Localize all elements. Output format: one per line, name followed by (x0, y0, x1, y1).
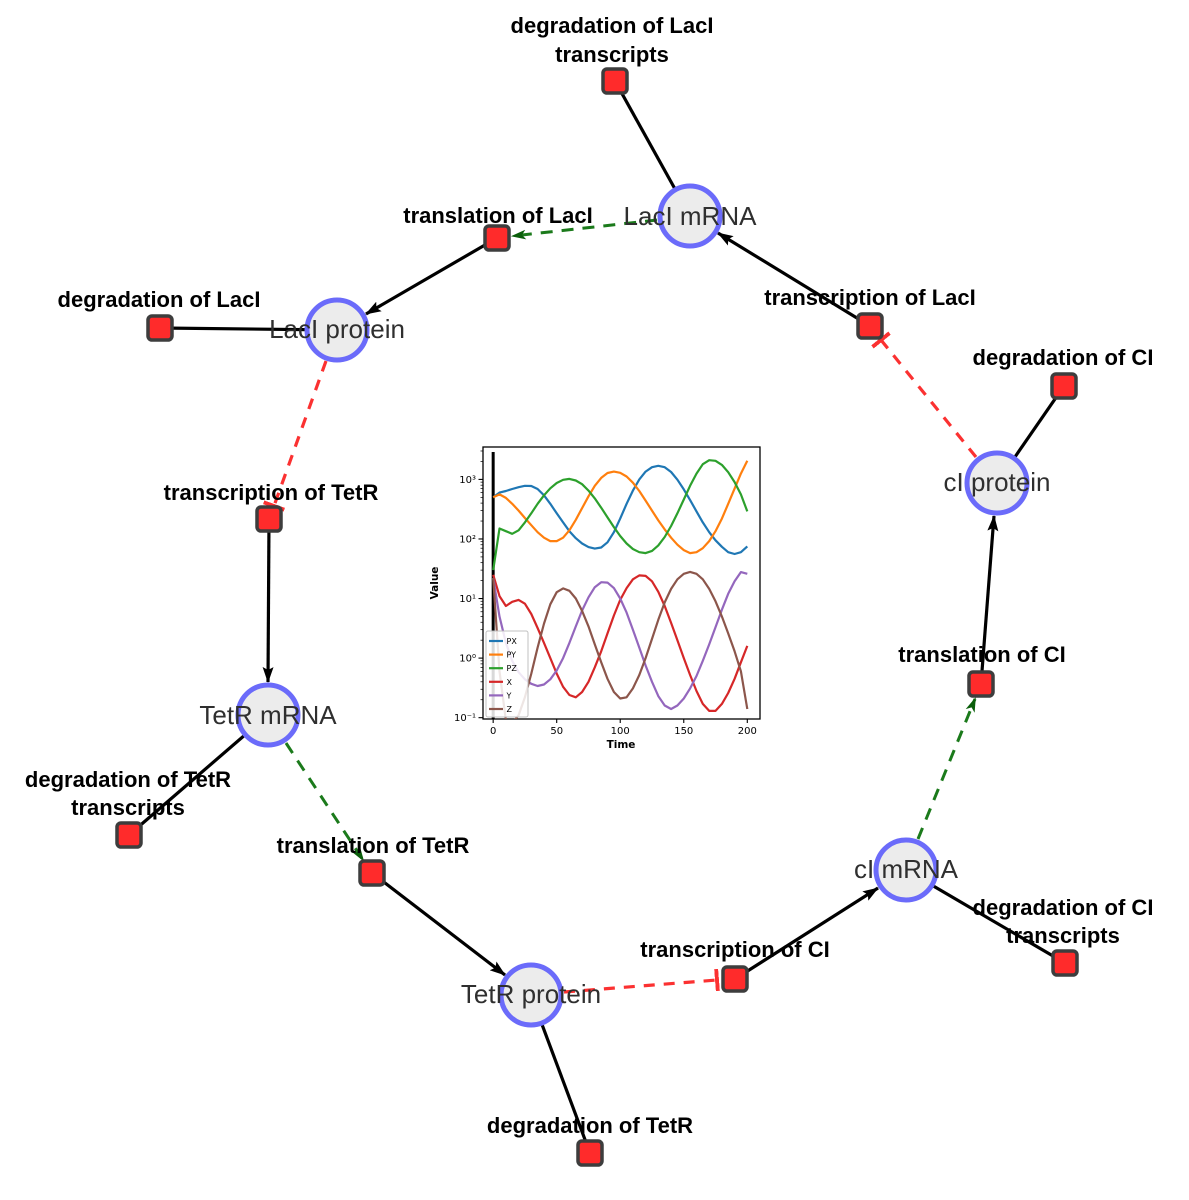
label-reaction-translation-laci: translation of LacI (403, 203, 592, 228)
chart-series-py-line (492, 460, 749, 555)
edge-translation-ci-to-ciprotein (979, 515, 999, 685)
reaction-node-degradation-tetr[interactable] (576, 1139, 604, 1167)
reaction-node-degradation-laci-transcripts[interactable] (601, 67, 629, 95)
edge-transcription-ci-to-cimrna (734, 886, 879, 981)
chart-legend-label-x: X (507, 678, 513, 687)
edge-cimrna-to-translation-ci (916, 697, 977, 840)
edge-laciprotein-inhibits-transcription-tetr (262, 360, 328, 512)
edge-transcription-tetr-to-tetrmrna (262, 518, 274, 683)
label-species-laci-protein: LacI protein (269, 314, 405, 344)
label-reaction-degradation-tetr: degradation of TetR (487, 1113, 693, 1138)
label-reaction-degradation-tetr-transcripts-2: transcripts (71, 795, 185, 820)
edge-translation-laci-to-laciprotein (365, 236, 498, 316)
species-node-tetr-protein[interactable] (498, 962, 564, 1028)
chart-y-tick-label: 10³ (459, 475, 476, 486)
chart-series-px-line (492, 464, 749, 556)
reaction-node-transcription-tetr[interactable] (255, 505, 283, 533)
time-series-inset-chart: Time Value 0 50 100 150 200 10⁻¹ 10⁰ 10¹ 10² 10³ P… (429, 446, 761, 751)
species-node-ci-protein[interactable] (964, 450, 1030, 516)
edge-translation-tetr-to-tetrprotein (371, 871, 506, 977)
reaction-node-layer (115, 67, 1079, 1167)
chart-x-tick-label: 200 (738, 726, 757, 737)
reaction-node-translation-tetr[interactable] (358, 859, 386, 887)
label-reaction-translation-tetr: translation of TetR (277, 833, 470, 858)
chart-legend-label-px: PX (507, 637, 518, 646)
species-node-layer (235, 183, 1030, 1028)
label-reaction-degradation-ci: degradation of CI (973, 345, 1154, 370)
chart-y-axis-label: Value (429, 567, 441, 600)
label-species-ci-mrna: cI mRNA (854, 854, 959, 884)
species-node-ci-mrna[interactable] (873, 837, 939, 903)
label-reaction-transcription-tetr: transcription of TetR (164, 480, 379, 505)
reaction-node-degradation-ci[interactable] (1050, 372, 1078, 400)
chart-y-tick-label: 10² (459, 534, 476, 545)
chart-y-tick-label: 10¹ (459, 594, 476, 605)
label-reaction-degradation-laci-transcripts-1: degradation of LacI (511, 13, 714, 38)
chart-x-tick-label: 0 (490, 726, 496, 737)
label-reaction-degradation-laci: degradation of LacI (58, 287, 261, 312)
chart-series-pz-line (492, 459, 749, 571)
label-reaction-transcription-laci: transcription of LacI (764, 285, 975, 310)
chart-legend-label-py: PY (507, 651, 517, 660)
chart-x-tick-label: 50 (550, 726, 563, 737)
chart-legend-label-z: Z (507, 705, 513, 714)
label-species-tetr-protein: TetR protein (461, 979, 601, 1009)
reaction-node-translation-laci[interactable] (483, 224, 511, 252)
label-reaction-transcription-ci: transcription of CI (640, 937, 829, 962)
edge-tetrmrna-to-translation-tetr (284, 742, 365, 862)
edge-transcription-laci-to-lacimrna (717, 231, 871, 328)
chart-series-z-line (492, 570, 749, 719)
reaction-node-degradation-ci-transcripts[interactable] (1051, 949, 1079, 977)
chart-legend-label-pz: PZ (507, 664, 518, 673)
reaction-node-degradation-laci[interactable] (146, 314, 174, 342)
reaction-node-transcription-ci[interactable] (721, 965, 749, 993)
species-node-laci-mrna[interactable] (657, 183, 723, 249)
label-reaction-degradation-tetr-transcripts-1: degradation of TetR (25, 767, 231, 792)
chart-x-tick-label: 100 (611, 726, 630, 737)
edge-tetrprotein-inhibits-transcription-ci (563, 968, 720, 994)
chart-x-axis-label: Time (607, 739, 636, 751)
edge-ciprotein-inhibits-transcription-laci (871, 331, 978, 459)
chart-x-tick-label: 150 (674, 726, 693, 737)
label-reaction-degradation-laci-transcripts-2: transcripts (555, 42, 669, 67)
label-species-ci-protein: cI protein (944, 467, 1051, 497)
reaction-node-transcription-laci[interactable] (856, 312, 884, 340)
label-layer: LacI mRNA LacI protein TetR mRNA TetR pr… (25, 13, 1154, 1138)
chart-plot-border (482, 446, 761, 720)
label-reaction-degradation-ci-transcripts-1: degradation of CI (973, 895, 1154, 920)
chart-y-tick-label: 10⁰ (459, 654, 476, 665)
label-species-tetr-mrna: TetR mRNA (199, 700, 337, 730)
species-node-tetr-mrna[interactable] (235, 682, 301, 748)
reaction-node-translation-ci[interactable] (967, 670, 995, 698)
label-reaction-translation-ci: translation of CI (898, 642, 1065, 667)
edge-lacimrna-to-translation-laci (510, 218, 658, 240)
label-species-laci-mrna: LacI mRNA (624, 201, 758, 231)
chart-legend-label-y: Y (506, 691, 512, 700)
chart-y-tick-label: 10⁻¹ (454, 713, 476, 724)
species-node-laci-protein[interactable] (304, 297, 370, 363)
chart-series-y-line (492, 570, 748, 711)
reaction-node-degradation-tetr-transcripts[interactable] (115, 821, 143, 849)
label-reaction-degradation-ci-transcripts-2: transcripts (1006, 923, 1120, 948)
